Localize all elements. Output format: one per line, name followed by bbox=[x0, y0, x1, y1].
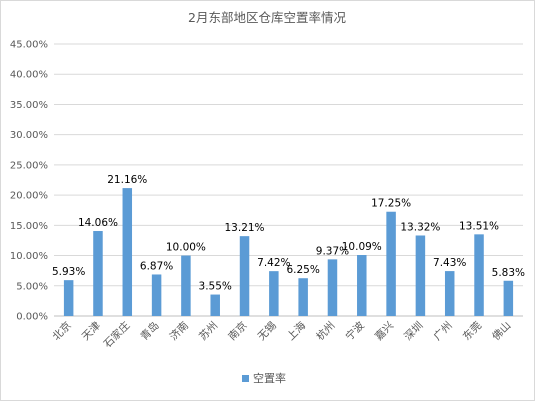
data-labels: 5.93% 14.06% 21.16% 6.87% 10.00% 3.55% 13.21% 7… bbox=[52, 174, 525, 292]
bar bbox=[386, 211, 396, 316]
x-tick-label: 南京 bbox=[226, 319, 250, 343]
bar bbox=[151, 274, 162, 316]
x-tick-label: 上海 bbox=[284, 319, 308, 343]
bar bbox=[503, 280, 514, 316]
data-label: 13.21% bbox=[225, 222, 265, 234]
x-tick-label: 济南 bbox=[167, 319, 191, 343]
legend-label: 空置率 bbox=[253, 371, 286, 385]
bar bbox=[122, 188, 133, 316]
data-label: 5.93% bbox=[52, 266, 85, 278]
y-tick-label: 5.00% bbox=[16, 281, 48, 292]
data-label: 10.00% bbox=[166, 242, 206, 254]
x-tick-label: 北京 bbox=[50, 319, 74, 343]
y-tick-label: 35.00% bbox=[10, 100, 48, 111]
x-tick-label: 宁波 bbox=[343, 319, 367, 343]
bars bbox=[63, 188, 514, 316]
x-tick-label: 苏州 bbox=[196, 319, 220, 343]
bar bbox=[93, 231, 103, 316]
y-axis-ticks: 0.00% 5.00% 10.00% 15.00% 20.00% 25.00% 30.00%… bbox=[10, 40, 48, 323]
x-tick-label: 天津 bbox=[80, 319, 104, 343]
bar bbox=[474, 234, 484, 316]
x-tick-label: 佛山 bbox=[489, 319, 513, 343]
data-label: 7.43% bbox=[433, 257, 466, 269]
data-label: 17.25% bbox=[371, 198, 411, 210]
x-tick-label: 无锡 bbox=[255, 319, 279, 343]
y-tick-label: 15.00% bbox=[10, 221, 48, 232]
data-label: 9.37% bbox=[316, 245, 349, 257]
data-label: 7.42% bbox=[257, 257, 290, 269]
legend: 空置率 bbox=[242, 371, 286, 385]
y-tick-label: 40.00% bbox=[10, 70, 48, 81]
x-tick-label: 杭州 bbox=[314, 319, 338, 343]
x-tick-label: 广州 bbox=[432, 320, 455, 343]
data-label: 14.06% bbox=[78, 217, 118, 229]
y-tick-label: 25.00% bbox=[10, 160, 48, 171]
data-label: 21.16% bbox=[107, 174, 147, 186]
x-tick-label: 深圳 bbox=[402, 320, 425, 343]
bar bbox=[357, 255, 367, 316]
data-label: 3.55% bbox=[199, 281, 232, 293]
bar bbox=[298, 278, 308, 316]
x-tick-label: 石家庄 bbox=[101, 319, 132, 350]
y-tick-label: 30.00% bbox=[10, 130, 48, 141]
data-label: 10.09% bbox=[342, 241, 382, 253]
bar bbox=[239, 236, 250, 316]
bar bbox=[444, 271, 455, 316]
x-tick-label: 东莞 bbox=[460, 319, 484, 343]
x-tick-label: 嘉兴 bbox=[372, 319, 396, 343]
legend-swatch bbox=[242, 375, 249, 382]
bar bbox=[327, 259, 338, 316]
y-tick-label: 45.00% bbox=[10, 40, 48, 51]
data-label: 5.83% bbox=[492, 267, 525, 279]
bar bbox=[181, 255, 191, 316]
gridlines bbox=[54, 43, 523, 317]
data-label: 13.32% bbox=[400, 221, 440, 233]
y-tick-label: 0.00% bbox=[16, 312, 48, 323]
x-tick-label: 青岛 bbox=[138, 319, 162, 343]
bar bbox=[415, 235, 426, 316]
y-tick-label: 20.00% bbox=[10, 191, 48, 202]
bar bbox=[269, 271, 279, 316]
data-label: 13.51% bbox=[459, 220, 499, 232]
data-label: 6.87% bbox=[140, 260, 173, 272]
bar bbox=[63, 280, 74, 316]
chart-title: 2月东部地区仓库空置率情况 bbox=[188, 10, 346, 25]
data-label: 6.25% bbox=[286, 264, 319, 276]
bar bbox=[210, 294, 220, 316]
y-tick-label: 10.00% bbox=[10, 251, 48, 262]
